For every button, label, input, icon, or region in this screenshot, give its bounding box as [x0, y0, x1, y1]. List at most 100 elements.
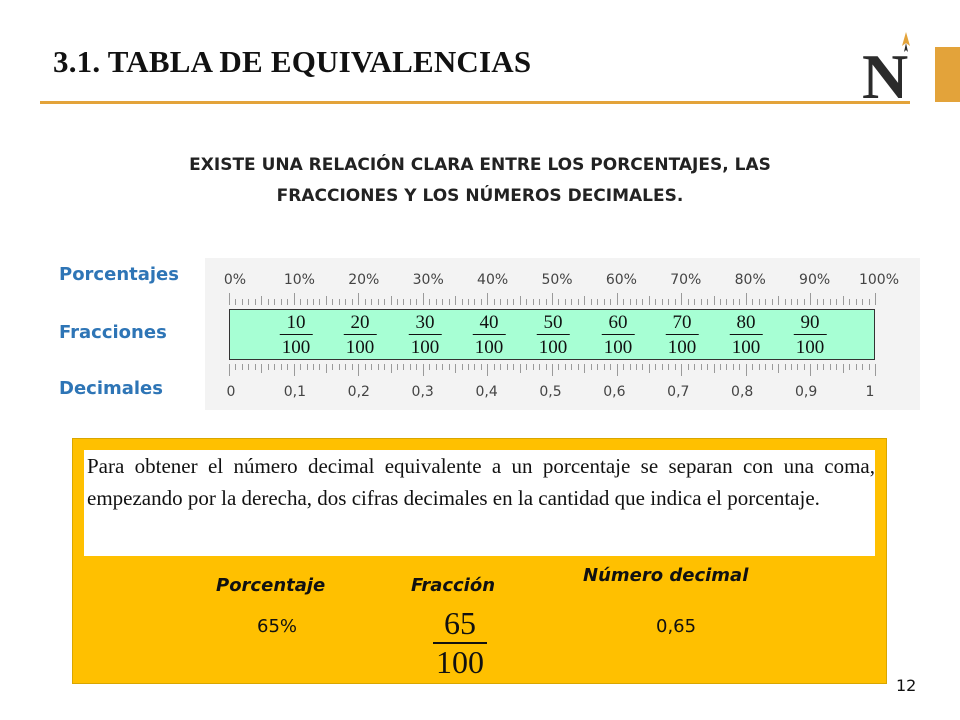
ruler-tick: [681, 364, 683, 376]
ruler-tick: [700, 364, 702, 370]
ruler-tick: [442, 299, 444, 305]
ruler-tick: [422, 293, 424, 305]
ruler-tick: [345, 364, 347, 370]
ruler-tick: [771, 364, 773, 370]
ruler-tick: [661, 364, 663, 370]
fraction-cell: 30 100: [408, 313, 442, 358]
ruler-tick: [545, 299, 547, 305]
ruler-tick: [552, 364, 553, 376]
ruler-tick: [597, 299, 599, 305]
ruler-tick: [364, 364, 366, 370]
ruler-tick: [384, 364, 386, 370]
fraction-bar: [793, 334, 827, 335]
ruler-tick: [332, 364, 334, 370]
ruler-tick: [875, 364, 876, 376]
subtitle: EXISTE UNA RELACIÓN CLARA ENTRE LOS PORC…: [90, 150, 870, 212]
example-fraction-numerator: 65: [444, 605, 476, 641]
ruler-tick: [409, 364, 411, 370]
ruler-tick: [875, 293, 876, 305]
ruler-tick: [468, 299, 470, 305]
percent-label: 90%: [799, 272, 831, 288]
ruler-tick: [713, 296, 715, 305]
percent-label: 100%: [858, 272, 900, 288]
ruler-tick: [351, 299, 353, 305]
fraction-bar: [665, 334, 699, 335]
fraction-bar: [408, 334, 442, 335]
ruler-tick: [791, 299, 793, 305]
subtitle-line-2: FRACCIONES Y LOS NÚMEROS DECIMALES.: [276, 186, 684, 206]
ruler-tick: [577, 299, 579, 305]
ruler-tick: [254, 364, 256, 370]
ruler-tick: [681, 293, 683, 305]
ruler-tick: [687, 299, 689, 305]
ruler-tick: [345, 299, 347, 305]
decimal-label: 0,8: [731, 384, 754, 400]
svg-text:N: N: [862, 41, 908, 104]
ruler-tick: [829, 364, 831, 370]
fraction-numerator: 50: [543, 312, 563, 333]
ruler-tick: [590, 299, 592, 305]
ruler-tick: [816, 299, 818, 305]
decimal-label: 0,3: [411, 384, 434, 400]
ruler-tick: [661, 299, 663, 305]
ruler-tick: [655, 299, 657, 305]
fraction-cell: 70 100: [665, 313, 699, 358]
ruler-tick: [480, 364, 482, 370]
decimal-label: 0,1: [283, 384, 307, 400]
ruler-tick: [500, 364, 502, 370]
ruler-tick: [280, 299, 282, 305]
ruler-tick: [532, 364, 534, 370]
ruler-tick: [474, 299, 476, 305]
ruler-tick: [616, 293, 618, 305]
fraction-bar: [536, 334, 570, 335]
fraction-bar: [729, 334, 763, 335]
ruler-tick: [719, 364, 721, 370]
ruler-tick: [254, 299, 256, 305]
ruler-tick: [300, 364, 302, 370]
ruler-tick: [668, 299, 670, 305]
ruler-tick: [519, 364, 521, 373]
ruler-tick: [726, 299, 728, 305]
ruler-tick: [280, 364, 282, 370]
ruler-tick: [732, 364, 734, 370]
ruler-tick: [713, 364, 715, 373]
percent-label: 50%: [541, 272, 573, 288]
ruler-tick: [597, 364, 599, 370]
ruler-tick: [442, 364, 444, 370]
ruler-tick: [810, 364, 812, 376]
ruler-tick: [416, 299, 418, 305]
ruler-tick: [623, 299, 625, 305]
ruler-tick: [448, 299, 450, 305]
ruler-tick: [319, 364, 321, 370]
fraction-cell: 10 100: [279, 313, 313, 358]
ruler-tick: [836, 299, 838, 305]
fraction-cell: 60 100: [601, 313, 635, 358]
ruler-tick: [461, 299, 463, 305]
ruler-tick: [558, 299, 560, 305]
ruler-tick: [248, 364, 250, 370]
ruler-tick: [862, 364, 864, 370]
ruler-tick: [229, 364, 230, 376]
header-decimal: Número decimal: [583, 565, 749, 586]
ruler-tick: [487, 293, 489, 305]
ruler-tick: [849, 299, 851, 305]
ruler-tick: [493, 364, 495, 370]
ruler-tick: [694, 299, 696, 305]
ruler-tick: [474, 364, 476, 370]
ruler-tick: [668, 364, 670, 370]
fraction-bar: [279, 334, 313, 335]
ruler-tick: [435, 364, 437, 370]
ruler-tick: [539, 299, 541, 305]
ruler-tick: [623, 364, 625, 370]
ruler-tick: [506, 364, 508, 370]
example-decimal-value: 0,65: [656, 616, 697, 637]
percent-label: 80%: [734, 272, 766, 288]
ruler-tick: [293, 293, 295, 305]
decimal-label: 0,9: [794, 384, 818, 400]
ruler-tick: [358, 293, 360, 305]
ruler-tick: [752, 364, 754, 370]
fraction-cell: 80 100: [729, 313, 763, 358]
header-fraction: Fracción: [411, 575, 496, 596]
ruler-tick: [338, 364, 340, 370]
ruler-tick: [849, 364, 851, 370]
